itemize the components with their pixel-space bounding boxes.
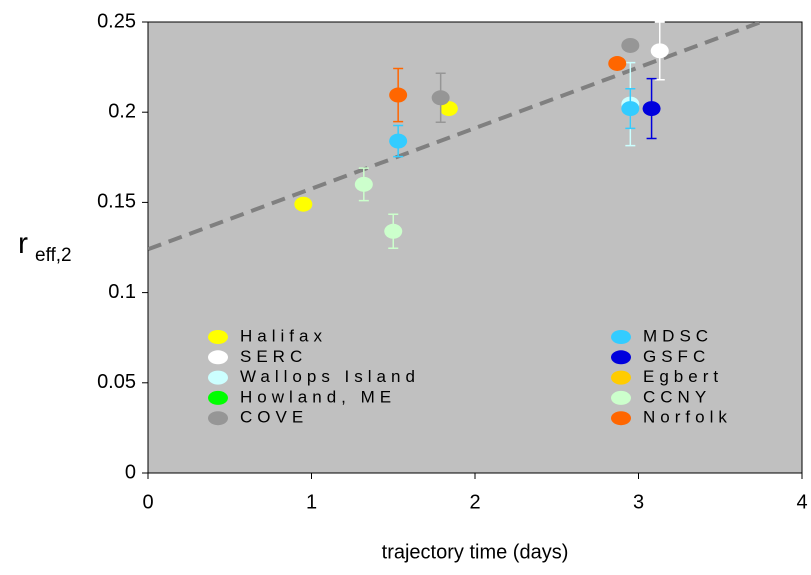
y-tick-label: 0.2 xyxy=(108,100,136,122)
x-axis-label: trajectory time (days) xyxy=(382,541,569,563)
legend-marker xyxy=(208,370,228,385)
y-tick-label: 0.15 xyxy=(97,191,136,213)
x-tick-label: 3 xyxy=(633,491,644,513)
point xyxy=(294,196,313,212)
legend-label: SERC xyxy=(240,347,307,366)
legend-marker xyxy=(208,330,228,344)
legend-marker xyxy=(208,350,228,365)
y-tick-label: 0 xyxy=(125,461,136,483)
y-tick-label: 0.05 xyxy=(97,371,136,393)
legend-label: Egbert xyxy=(643,367,723,386)
x-tick-label: 2 xyxy=(469,491,480,513)
legend-marker xyxy=(611,411,631,426)
point xyxy=(384,223,403,239)
legend-marker xyxy=(611,350,631,365)
legend-label: Halifax xyxy=(240,326,327,345)
legend-marker xyxy=(611,370,631,385)
point xyxy=(642,101,661,117)
y-axis-label: r xyxy=(18,227,28,260)
point xyxy=(389,87,408,103)
legend-marker xyxy=(208,390,228,405)
point xyxy=(439,101,458,117)
legend-marker xyxy=(208,411,228,426)
point xyxy=(621,101,640,117)
x-tick-label: 1 xyxy=(306,491,317,513)
y-tick-label: 0.25 xyxy=(97,10,136,32)
y-tick-label: 0.1 xyxy=(108,281,136,303)
point xyxy=(621,37,640,53)
legend-label: MDSC xyxy=(643,326,713,345)
x-tick-label: 0 xyxy=(142,491,153,513)
legend-label: COVE xyxy=(240,408,308,427)
point xyxy=(389,133,408,149)
y-axis-label-sub: eff,2 xyxy=(35,245,72,266)
legend-label: CCNY xyxy=(643,387,711,406)
legend-label: GSFC xyxy=(643,347,710,366)
plot-area xyxy=(147,21,803,474)
legend-marker xyxy=(611,330,631,344)
point xyxy=(354,176,373,192)
point xyxy=(431,90,450,106)
legend-marker xyxy=(611,390,631,405)
point xyxy=(650,43,669,59)
point xyxy=(608,55,627,71)
legend-label: Norfolk xyxy=(643,408,732,427)
legend-label: Wallops Island xyxy=(240,367,420,386)
legend-label: Howland, ME xyxy=(240,387,396,406)
x-tick-label: 4 xyxy=(796,491,807,513)
